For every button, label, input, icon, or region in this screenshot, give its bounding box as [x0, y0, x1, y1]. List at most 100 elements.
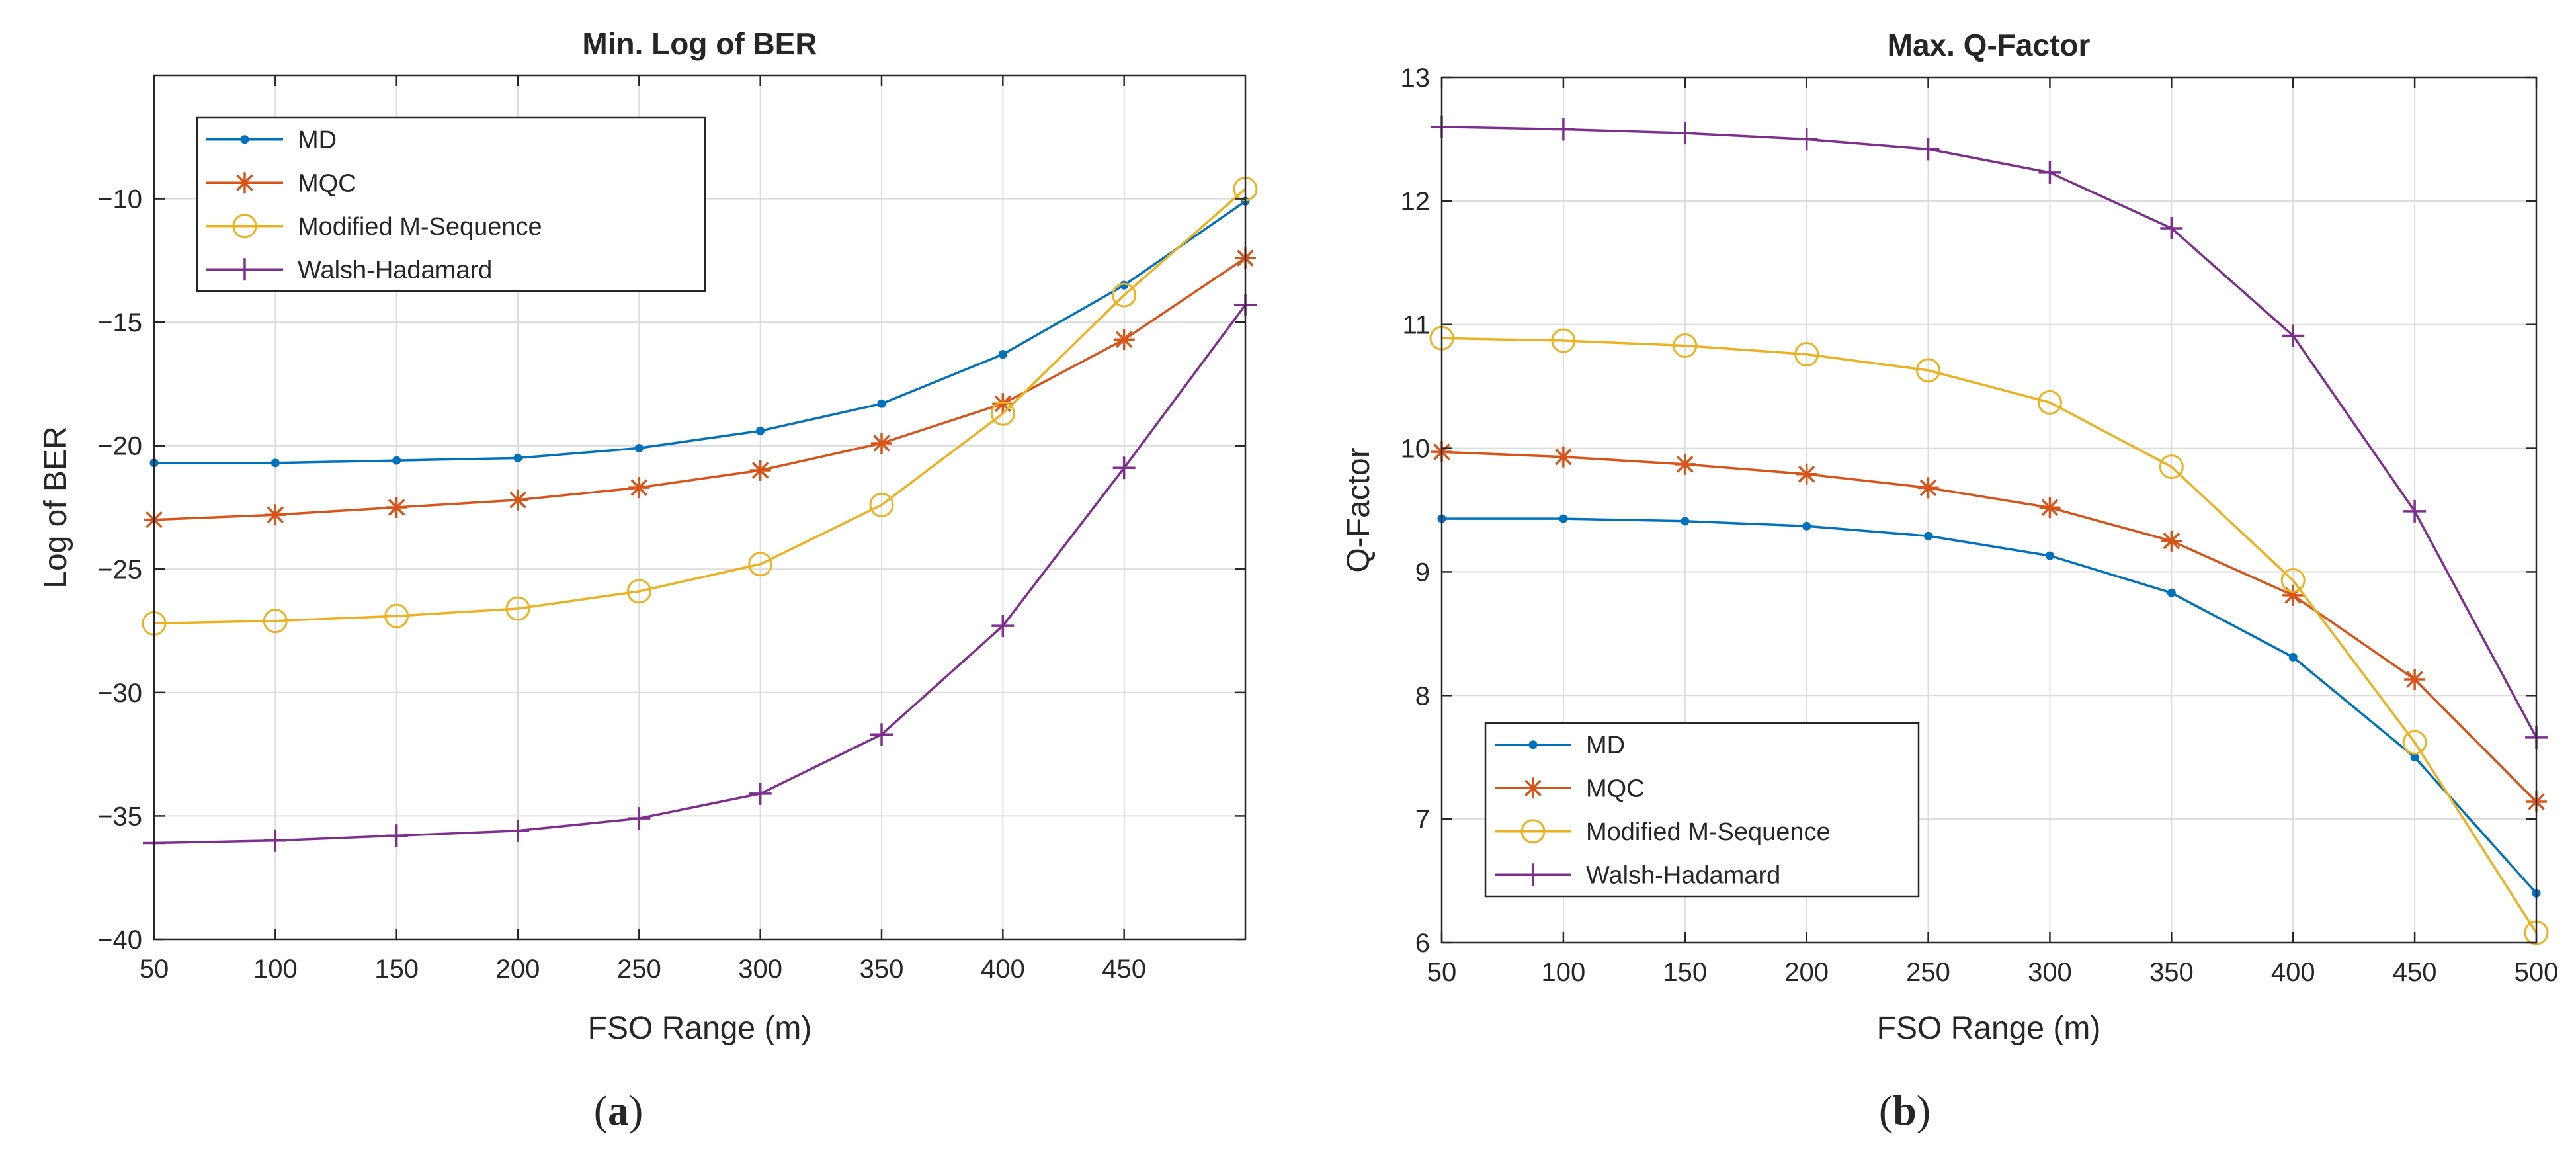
chart-a-legend-item-walsh-hadamard: Walsh-Hadamard: [206, 256, 492, 284]
chart-b-caption: (b): [1879, 1087, 1931, 1134]
chart-a-point-walsh-hadamard: [385, 824, 408, 847]
chart-b-point-walsh-hadamard: [2038, 161, 2061, 184]
chart-a-point-mqc: [1113, 329, 1135, 351]
chart-b-legend-marker-md: [1528, 740, 1538, 749]
chart-b-point-walsh-hadamard: [2160, 216, 2183, 239]
chart-a-point-md: [877, 399, 886, 408]
chart-a-legend-label-walsh-hadamard: Walsh-Hadamard: [298, 256, 492, 284]
chart-b-ytick-label: 12: [1401, 187, 1431, 216]
chart-a-ytick-label: −35: [97, 802, 142, 831]
chart-b-point-modified-m-sequence: [2037, 390, 2062, 415]
chart-b-line-modified-m-sequence: [1441, 337, 2538, 934]
chart-b-point-mqc: [1552, 446, 1574, 468]
chart-a-legend: MD MQC Modified M-Sequence Walsh-Hadamard: [196, 116, 706, 292]
chart-b-legend-marker-walsh-hadamard: [1522, 863, 1544, 886]
chart-a-point-md: [513, 453, 522, 462]
chart-b-series-md: [1437, 514, 2541, 898]
chart-a-point-md: [634, 443, 644, 452]
chart-b-ylabel: Q-Factor: [1341, 447, 1376, 572]
chart-b-point-modified-m-sequence: [1916, 358, 1941, 383]
chart-a-xtick-label: 400: [981, 955, 1025, 984]
chart-b-xtick-label: 50: [1427, 958, 1457, 987]
chart-b-point-mqc: [1917, 477, 1939, 499]
chart-b-point-walsh-hadamard: [1552, 118, 1575, 141]
chart-a-ytick-label: −20: [97, 432, 142, 461]
chart-b-legend-item-mqc: MQC: [1495, 775, 1645, 802]
chart-a-point-modified-m-sequence: [748, 552, 773, 577]
chart-b-xtick-label: 350: [2149, 958, 2194, 987]
chart-a-ylabel: Log of BER: [38, 426, 73, 588]
chart-a-point-mqc: [628, 477, 650, 499]
chart-a-caption-letter: a: [608, 1087, 629, 1134]
chart-a-ytick-label: −30: [97, 679, 142, 708]
chart-a-line-md: [154, 200, 1246, 464]
chart-b-legend-label-modified-m-sequence: Modified M-Sequence: [1586, 818, 1831, 846]
chart-b-point-modified-m-sequence: [1551, 328, 1576, 353]
chart-b-xtick-label: 150: [1663, 958, 1707, 987]
chart-a-point-modified-m-sequence: [263, 609, 288, 634]
chart-b-xtick-label: 200: [1784, 958, 1829, 987]
chart-a-point-mqc: [749, 460, 771, 482]
chart-a-xtick-label: 50: [140, 955, 169, 984]
chart-b-caption-letter: b: [1893, 1087, 1917, 1134]
chart-a-series: [142, 177, 1258, 855]
chart-b-point-walsh-hadamard: [1917, 138, 1940, 161]
chart-b-point-walsh-hadamard: [2403, 499, 2427, 523]
chart-a-legend-label-md: MD: [298, 126, 337, 154]
chart-b-point-walsh-hadamard: [2282, 324, 2305, 347]
chart-a-xlabel: FSO Range (m): [588, 1011, 812, 1046]
chart-a-legend-label-modified-m-sequence: Modified M-Sequence: [298, 213, 542, 241]
chart-b-ytick-label: 10: [1401, 435, 1431, 464]
chart-a-ticks: 50 100 150 200 250 300 350 400 450 −10 −15 −20 −25 −3…: [97, 75, 1245, 984]
chart-a: 50 100 150 200 250 300 350 400 450 −10 −15 −20 −25 −3…: [38, 26, 1258, 1134]
chart-a-point-md: [998, 350, 1007, 359]
chart-b-ytick-label: 9: [1415, 558, 1430, 587]
chart-b-legend-marker-mqc: [1522, 777, 1544, 799]
chart-b-series: [1429, 115, 2549, 945]
chart-b-point-modified-m-sequence: [1673, 333, 1698, 358]
chart-b-legend-item-walsh-hadamard: Walsh-Hadamard: [1495, 861, 1780, 889]
chart-b-point-mqc: [2039, 497, 2061, 519]
chart-a-ytick-label: −25: [97, 555, 142, 584]
chart-a-point-modified-m-sequence: [990, 401, 1015, 426]
chart-a-ytick-label: −15: [97, 308, 142, 337]
chart-a-series-walsh-hadamard: [143, 294, 1257, 855]
chart-b-xlabel: FSO Range (m): [1877, 1011, 2101, 1046]
chart-b-point-md: [2045, 551, 2054, 560]
chart-b-point-modified-m-sequence: [2402, 730, 2427, 755]
chart-b-grid: [1442, 77, 2536, 943]
chart-b-point-md: [1681, 517, 1690, 526]
chart-b-xtick-label: 500: [2514, 958, 2559, 987]
chart-b-legend-item-modified-m-sequence: Modified M-Sequence: [1495, 818, 1831, 846]
chart-b-point-walsh-hadamard: [1795, 128, 1818, 151]
chart-a-point-modified-m-sequence: [505, 596, 530, 621]
chart-a-series-md: [149, 196, 1250, 468]
chart-a-point-walsh-hadamard: [870, 723, 893, 746]
chart-a-legend-marker-walsh-hadamard: [233, 258, 256, 281]
chart-a-legend-box: [196, 116, 706, 292]
chart-a-xtick-label: 100: [253, 955, 298, 984]
chart-a-point-md: [270, 458, 280, 468]
chart-a-caption: (a): [594, 1087, 644, 1134]
chart-b: 50 100 150 200 250 300 350 400 450 500 13 12 11 10 9 8 7…: [1341, 28, 2558, 1134]
chart-a-point-walsh-hadamard: [628, 807, 651, 830]
chart-b-ytick-label: 8: [1415, 681, 1430, 710]
chart-a-xtick-label: 450: [1102, 955, 1146, 984]
chart-a-point-walsh-hadamard: [264, 829, 287, 852]
chart-a-line-modified-m-sequence: [153, 188, 1247, 625]
chart-a-point-mqc: [992, 393, 1014, 415]
chart-a-point-walsh-hadamard: [749, 782, 772, 805]
chart-b-xtick-label: 300: [2028, 958, 2072, 987]
chart-a-xtick-label: 150: [374, 955, 419, 984]
chart-b-point-modified-m-sequence: [2280, 568, 2306, 593]
chart-a-title: Min. Log of BER: [582, 26, 817, 61]
chart-b-point-md: [1924, 531, 1933, 540]
chart-a-point-mqc: [265, 504, 286, 526]
chart-a-legend-item-modified-m-sequence: Modified M-Sequence: [206, 213, 542, 241]
chart-b-series-modified-m-sequence: [1429, 325, 2549, 945]
chart-a-point-modified-m-sequence: [626, 579, 651, 604]
chart-b-point-mqc: [2282, 584, 2304, 606]
chart-b-ytick-label: 6: [1415, 929, 1430, 958]
chart-b-point-mqc: [1796, 463, 1817, 485]
